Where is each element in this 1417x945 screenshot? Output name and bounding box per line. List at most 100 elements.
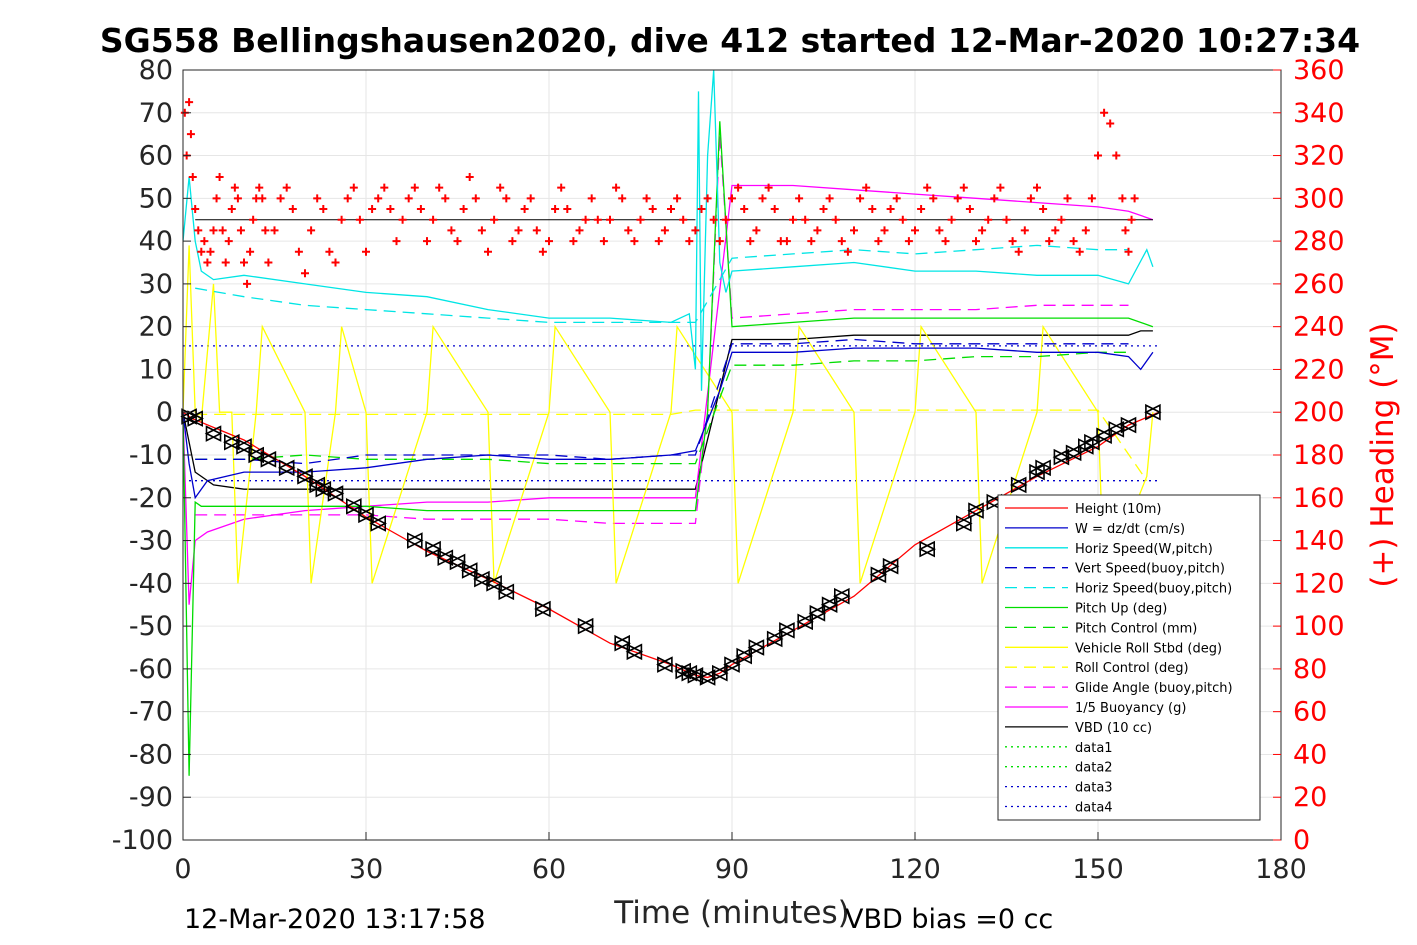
depth-marker-left [277,459,295,477]
heading-point [551,205,560,214]
heading-point [862,183,871,192]
depth-marker-left [235,438,252,455]
heading-point [423,237,431,246]
heading-point [898,215,907,224]
heading-point [1121,226,1130,235]
depth-markers [180,403,1162,686]
y-tick-label-left: -20 [129,483,173,514]
heading-point [185,98,194,107]
heading-point [654,237,663,246]
heading-point [801,215,810,224]
depth-marker-left [955,515,972,532]
legend-label: Vert Speed(buoy,pitch) [1075,562,1225,577]
heading-point [230,183,239,192]
y-tick-label-left: 80 [139,55,173,86]
heading-point [545,237,553,246]
heading-point [563,205,572,214]
x-tick-label: 150 [1072,854,1124,885]
depth-marker-left [625,643,643,661]
depth-marker-left [869,566,887,584]
heading-point [795,194,804,203]
heading-point [606,215,614,224]
heading-point [282,183,291,192]
heading-point [819,205,828,214]
heading-point [471,194,480,203]
heading-point [188,172,197,181]
depth-marker-left [204,425,222,442]
heading-point [557,183,566,192]
heading-point [770,205,779,214]
heading-point [886,205,895,214]
heading-point [221,258,230,267]
heading-point [374,194,383,203]
heading-point [294,247,303,256]
y-tick-label-right: 300 [1293,183,1345,214]
x-tick-label: 90 [715,854,749,885]
heading-point [685,237,694,246]
heading-point [850,226,858,235]
heading-point [1002,215,1011,224]
heading-point [1063,194,1072,203]
heading-point [581,215,590,224]
depth-marker-left [473,570,490,588]
heading-point [325,247,334,256]
y-tick-label-left: 0 [156,397,173,428]
heading-point [538,247,547,256]
heading-point [1118,194,1127,203]
heading-point [990,194,999,203]
depth-marker-left [680,664,698,682]
legend-label: Glide Angle (buoy,pitch) [1075,681,1233,696]
heading-point [206,247,215,256]
heading-point [1008,237,1017,246]
heading-point [764,183,773,192]
depth-marker-left [406,532,423,549]
heading-point [186,130,195,139]
heading-point [355,215,364,224]
heading-point [703,194,712,203]
heading-point [1087,194,1096,203]
depth-marker-left [448,553,466,571]
heading-point [746,237,755,246]
heading-point [959,183,968,192]
heading-point [569,237,578,246]
heading-point [276,194,285,203]
heading-point [200,237,209,246]
heading-point [679,215,688,224]
heading-point [270,226,279,235]
heading-point [575,226,584,235]
heading-point [1127,215,1136,224]
heading-point [526,194,535,203]
heading-point [1094,151,1102,160]
y-tick-label-right: 160 [1293,483,1345,514]
y-axis-right: 3603403203002802602402202001801601401201… [1293,55,1345,856]
heading-point [233,194,242,203]
depth-marker-left [613,634,630,652]
heading-point [1081,226,1090,235]
heading-point [1106,119,1115,128]
y-tick-label-right: 40 [1293,739,1327,770]
heading-point [288,205,297,214]
heading-point [331,258,340,267]
legend-label: Height (10m) [1075,502,1161,517]
heading-point [508,237,517,246]
depth-marker-left [747,639,765,656]
heading-point [984,215,993,224]
depth-marker-left [808,604,826,622]
heading-point [874,237,883,246]
heading-point [758,194,767,203]
y-tick-label-right: 240 [1293,312,1345,343]
legend-label: data2 [1075,761,1113,776]
heading-point [1026,194,1035,203]
depth-marker-left [674,662,691,680]
depth-marker-left [180,408,197,425]
y-tick-label-left: -70 [129,697,173,728]
heading-point [215,172,224,181]
depth-marker-left [723,656,740,673]
x-tick-label: 180 [1255,854,1307,885]
legend-label: Vehicle Roll Stbd (deg) [1075,641,1222,656]
heading-point [618,194,627,203]
depth-marker-left [1119,416,1137,434]
heading-point [868,205,877,214]
legend-label: Horiz Speed(buoy,pitch) [1075,582,1232,597]
